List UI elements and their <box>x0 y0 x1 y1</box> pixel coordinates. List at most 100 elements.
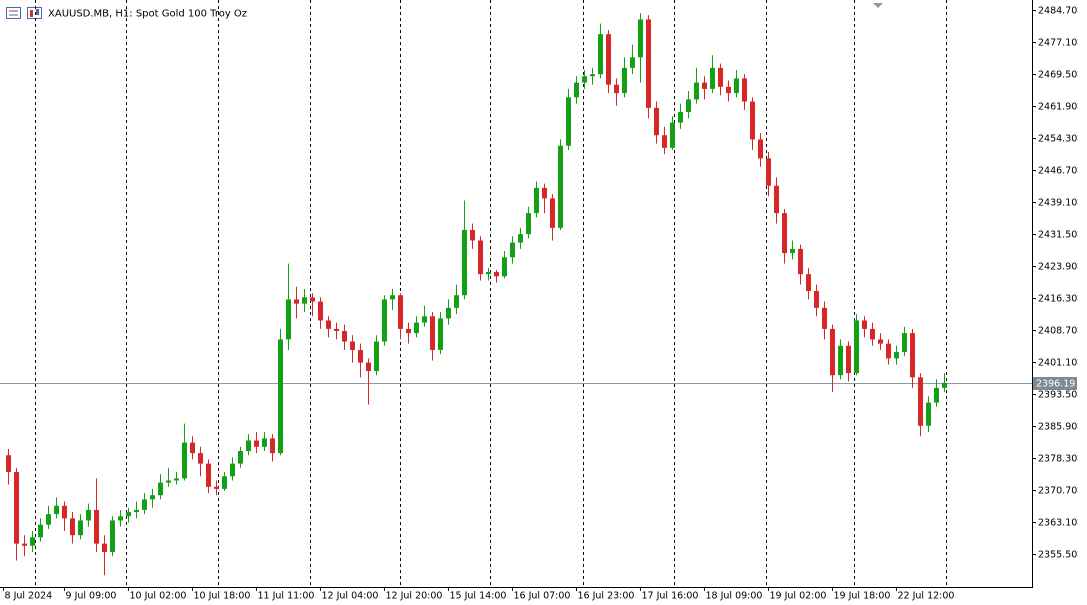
candle-body <box>318 301 323 321</box>
y-tick-label: 2378.30 <box>1038 454 1077 465</box>
candle-body <box>270 438 275 454</box>
last-price-label: 2396.19 <box>1036 379 1075 390</box>
candle-body <box>742 78 747 102</box>
candle-body <box>94 509 99 544</box>
x-tick-label: 12 Jul 20:00 <box>386 591 443 602</box>
candle-body <box>630 57 635 68</box>
candle-body <box>518 234 523 243</box>
candle-body <box>462 229 467 296</box>
candle-body <box>934 387 939 403</box>
y-tick-label: 2439.10 <box>1038 198 1077 209</box>
x-tick-label: 19 Jul 02:00 <box>770 591 827 602</box>
candle-body <box>670 122 675 148</box>
candle-body <box>862 320 867 329</box>
candle-body <box>310 297 315 302</box>
candle-body <box>774 185 779 214</box>
candle-body <box>398 295 403 329</box>
candle-body <box>414 322 419 334</box>
candle-body <box>654 107 659 136</box>
y-tick-label: 2423.90 <box>1038 262 1077 273</box>
candle-body <box>382 299 387 342</box>
candle-body <box>790 248 795 254</box>
candle-body <box>294 299 299 304</box>
candle-body <box>614 84 619 94</box>
candle-body <box>918 377 923 426</box>
candle-body <box>150 495 155 500</box>
candle-body <box>214 486 219 489</box>
candle-body <box>6 455 11 473</box>
candle-body <box>254 440 259 447</box>
y-tick-label: 2393.50 <box>1038 390 1077 401</box>
last-price-box <box>1033 377 1077 390</box>
candle-body <box>726 86 731 94</box>
candle-body <box>358 349 363 363</box>
candle-body <box>606 34 611 85</box>
y-tick-label: 2355.50 <box>1038 550 1077 561</box>
candle-body <box>102 543 107 553</box>
candle-body <box>646 19 651 108</box>
candle-body <box>550 198 555 228</box>
candle-body <box>14 472 19 544</box>
candle-body <box>942 382 947 388</box>
candle-body <box>838 345 843 376</box>
candle-body <box>422 316 427 323</box>
y-tick-label: 2431.50 <box>1038 230 1077 241</box>
candle-body <box>542 187 547 199</box>
x-tick-label: 19 Jul 18:00 <box>834 591 891 602</box>
candle-body <box>78 520 83 536</box>
candle-body <box>54 505 59 515</box>
candle-body <box>70 518 75 536</box>
candle-body <box>846 345 851 374</box>
candle-body <box>622 67 627 94</box>
candle-body <box>526 213 531 235</box>
x-tick-label: 12 Jul 04:00 <box>322 591 379 602</box>
candle-body <box>166 480 171 483</box>
candle-body <box>798 248 803 275</box>
candle-body <box>206 463 211 487</box>
icon-stroke <box>30 10 33 17</box>
x-tick-label: 15 Jul 14:00 <box>450 591 507 602</box>
candle-body <box>806 274 811 291</box>
candle-body <box>574 82 579 98</box>
y-tick-label: 2385.90 <box>1038 422 1077 433</box>
candle-body <box>758 139 763 159</box>
candle-body <box>830 328 835 376</box>
candle-body <box>278 339 283 454</box>
candle-body <box>678 112 683 123</box>
y-tick-label: 2477.10 <box>1038 38 1077 49</box>
candle-body <box>110 520 115 553</box>
candle-body <box>158 482 163 496</box>
candle-body <box>502 257 507 277</box>
y-tick-label: 2363.10 <box>1038 518 1077 529</box>
candle-body <box>750 101 755 140</box>
candle-body <box>222 476 227 489</box>
y-tick-label: 2408.70 <box>1038 326 1077 337</box>
candle-body <box>894 352 899 359</box>
candle-body <box>598 34 603 75</box>
icon-box <box>6 7 21 19</box>
candle-body <box>822 307 827 329</box>
x-tick-label: 8 Jul 2024 <box>5 591 53 602</box>
candle-body <box>342 331 347 342</box>
icon-box <box>27 7 42 19</box>
candle-body <box>286 299 291 340</box>
candle-body <box>782 213 787 254</box>
y-tick-label: 2461.90 <box>1038 102 1077 113</box>
candle-body <box>510 242 515 258</box>
y-tick-label: 2416.30 <box>1038 294 1077 305</box>
candle-body <box>390 295 395 300</box>
candle-body <box>878 339 883 344</box>
candle-body <box>406 328 411 334</box>
x-tick-label: 17 Jul 16:00 <box>642 591 699 602</box>
candle-body <box>702 82 707 89</box>
candle-body <box>430 316 435 350</box>
x-tick-label: 11 Jul 11:00 <box>258 591 315 602</box>
y-tick-label: 2469.50 <box>1038 70 1077 81</box>
candle-body <box>46 514 51 525</box>
candle-body <box>246 440 251 451</box>
candle-body <box>174 478 179 481</box>
candle-body <box>478 240 483 275</box>
y-tick-label: 2401.10 <box>1038 358 1077 369</box>
y-tick-label: 2370.70 <box>1038 486 1077 497</box>
